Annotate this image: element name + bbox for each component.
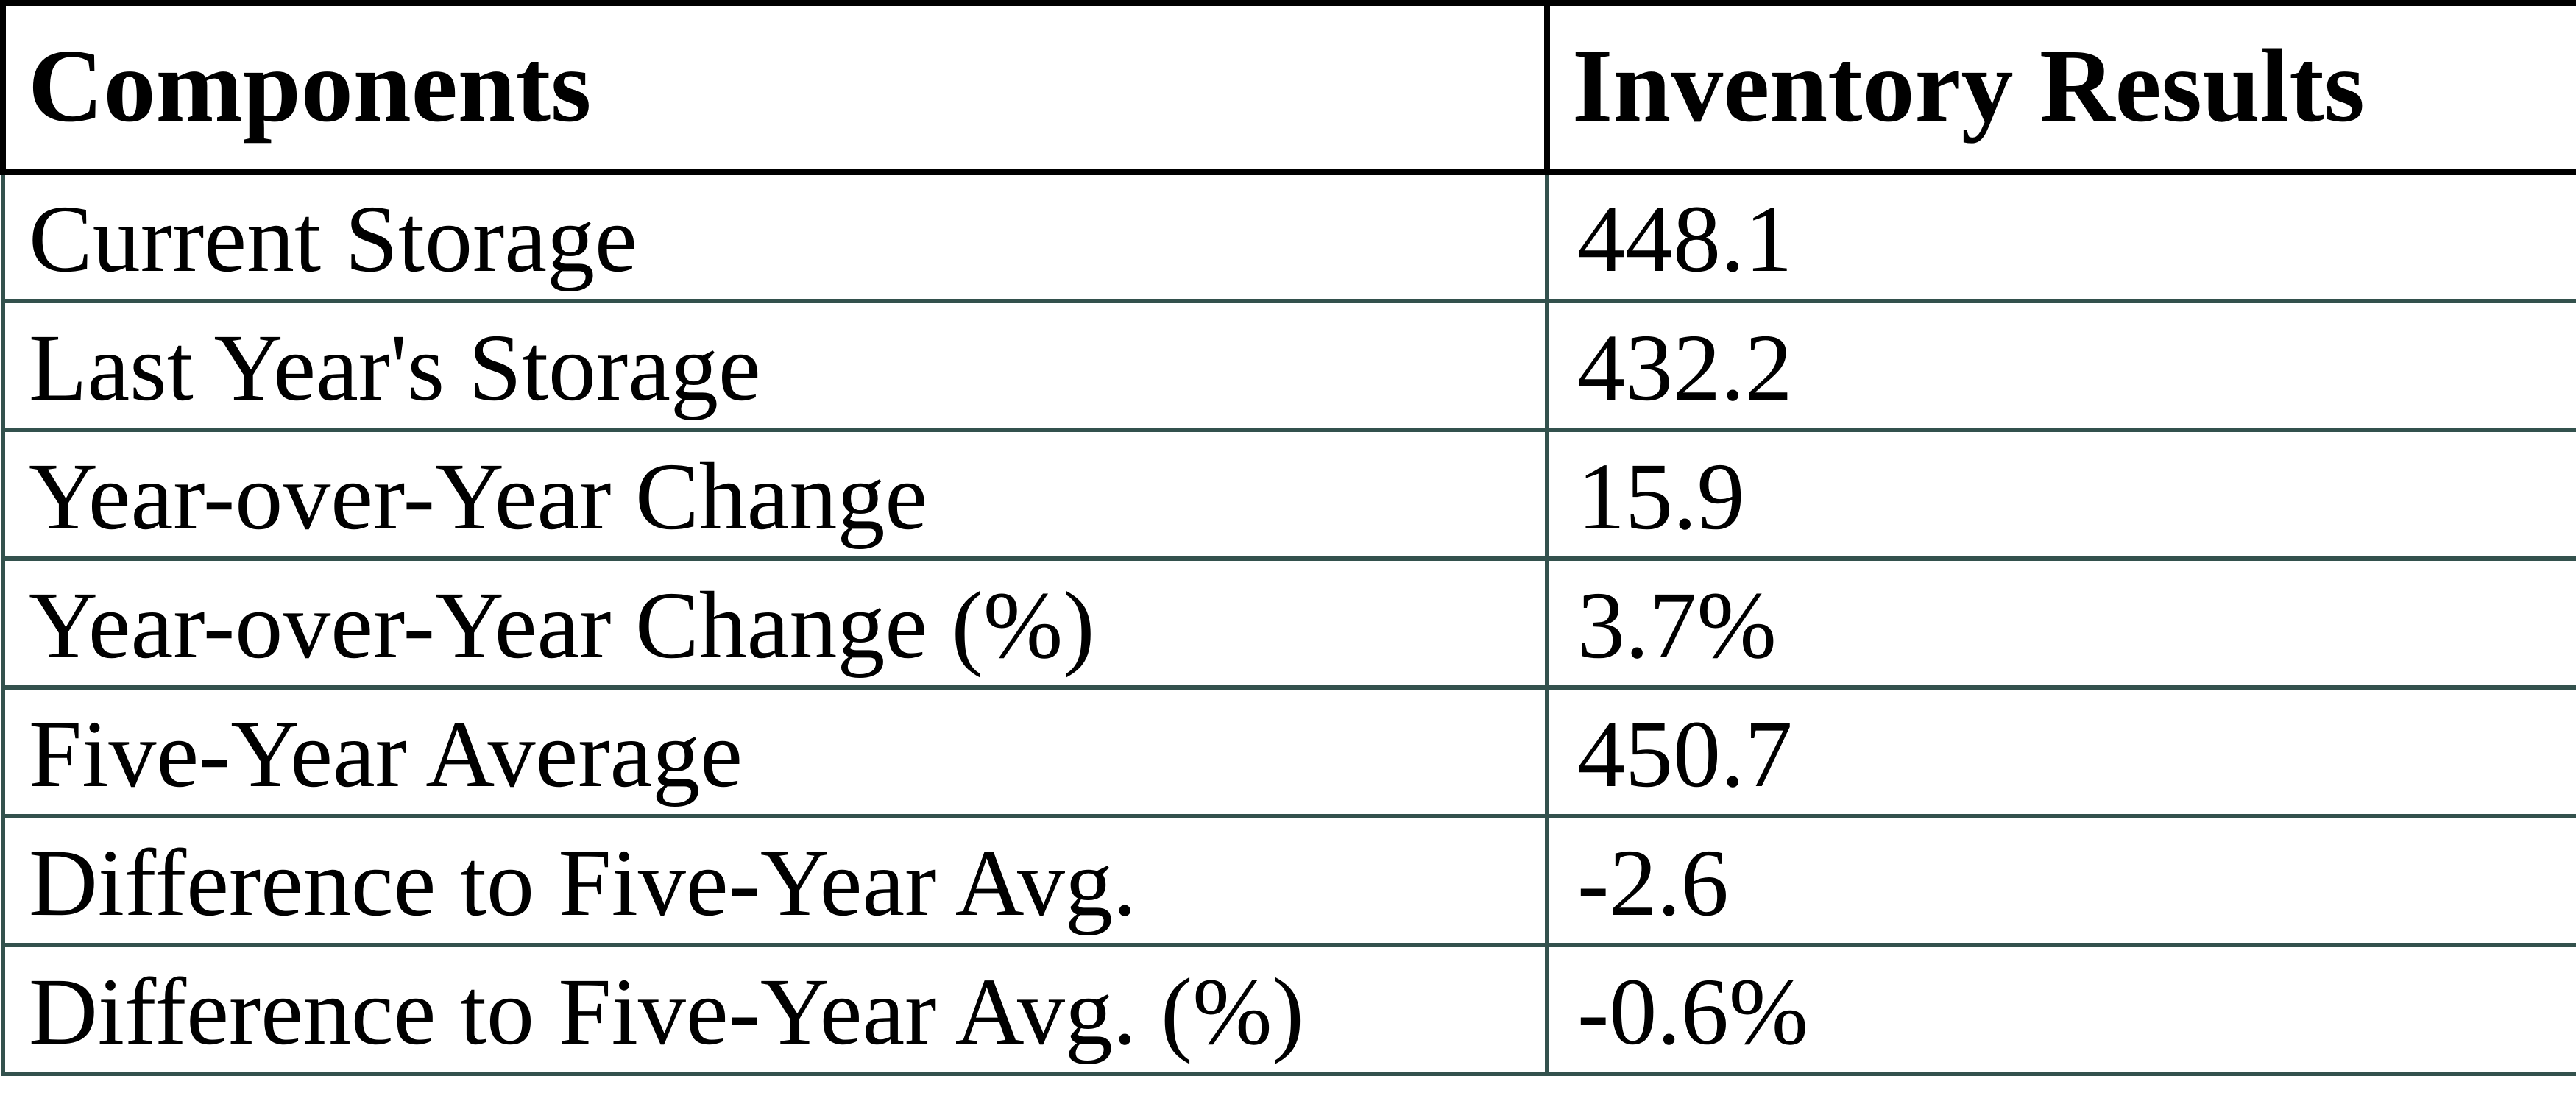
column-header-inventory-results: Inventory Results	[1544, 0, 2576, 175]
row-label: Year-over-Year Change	[1, 428, 1549, 561]
table-header: Components Inventory Results	[0, 0, 2576, 175]
row-label: Difference to Five-Year Avg. (%)	[1, 943, 1549, 1076]
inventory-results-table-container: Components Inventory Results Current Sto…	[0, 0, 2576, 1076]
table-row: Difference to Five-Year Avg. (%) -0.6%	[1, 943, 2576, 1076]
inventory-results-table: Components Inventory Results Current Sto…	[0, 0, 2576, 1076]
table-row: Last Year's Storage 432.2	[1, 299, 2576, 432]
row-label: Difference to Five-Year Avg.	[1, 814, 1549, 947]
row-label: Current Storage	[1, 170, 1549, 303]
row-value: 3.7%	[1545, 556, 2576, 690]
row-value: 432.2	[1545, 299, 2576, 432]
table-row: Year-over-Year Change 15.9	[1, 428, 2576, 561]
table-row: Year-over-Year Change (%) 3.7%	[1, 556, 2576, 690]
header-row: Components Inventory Results	[0, 0, 2576, 175]
row-value: -0.6%	[1545, 943, 2576, 1076]
row-value: 448.1	[1545, 170, 2576, 303]
row-value: 15.9	[1545, 428, 2576, 561]
table-body: Current Storage 448.1 Last Year's Storag…	[1, 170, 2576, 1076]
table-row: Five-Year Average 450.7	[1, 685, 2576, 818]
table-row: Current Storage 448.1	[1, 170, 2576, 303]
table-row: Difference to Five-Year Avg. -2.6	[1, 814, 2576, 947]
row-value: -2.6	[1545, 814, 2576, 947]
row-label: Five-Year Average	[1, 685, 1549, 818]
row-label: Last Year's Storage	[1, 299, 1549, 432]
row-value: 450.7	[1545, 685, 2576, 818]
column-header-components: Components	[0, 0, 1550, 175]
row-label: Year-over-Year Change (%)	[1, 556, 1549, 690]
